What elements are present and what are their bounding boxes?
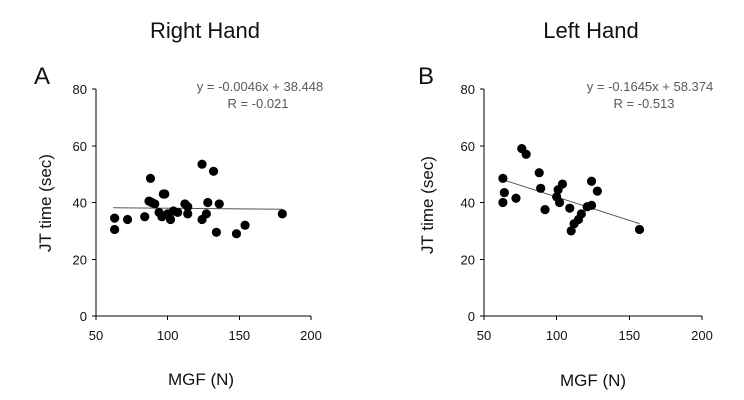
scatter-point bbox=[197, 159, 207, 169]
scatter-point bbox=[208, 166, 219, 176]
scatter-point bbox=[592, 186, 602, 196]
scatter-point bbox=[231, 229, 242, 239]
scatter-point bbox=[499, 187, 509, 198]
panel-b-x-label: MGF (N) bbox=[560, 371, 626, 390]
x-tick-label: 200 bbox=[691, 328, 713, 343]
x-tick-label: 150 bbox=[228, 328, 250, 343]
scatter-point bbox=[576, 209, 586, 219]
x-tick-label: 50 bbox=[477, 328, 491, 343]
panel-a-x-label: MGF (N) bbox=[168, 370, 234, 389]
panel-a-ticks: 0 20 40 60 80 50 100 150 200 bbox=[73, 82, 322, 343]
scatter-point bbox=[211, 227, 221, 237]
scatter-point bbox=[540, 204, 550, 215]
panel-b-letter: B bbox=[418, 63, 434, 90]
scatter-point bbox=[565, 203, 575, 213]
x-tick-label: 200 bbox=[300, 328, 322, 343]
y-tick-label: 0 bbox=[468, 309, 475, 324]
panel-a-equation: y = -0.0046x + 38.448 bbox=[197, 79, 323, 94]
trendline bbox=[113, 207, 283, 210]
scatter-point bbox=[183, 209, 193, 219]
y-tick-label: 80 bbox=[461, 82, 475, 97]
panel-a-title: Right Hand bbox=[150, 18, 260, 43]
y-tick-label: 40 bbox=[461, 196, 475, 211]
scatter-point bbox=[536, 183, 546, 193]
scatter-point bbox=[122, 214, 133, 225]
scatter-point bbox=[511, 193, 521, 203]
panel-b-trendline-group bbox=[502, 179, 640, 225]
scatter-point bbox=[165, 214, 176, 225]
scatter-point bbox=[201, 209, 211, 219]
scatter-point bbox=[145, 173, 156, 183]
panel-a-r-value: R = -0.021 bbox=[227, 96, 288, 111]
panel-b-equation: y = -0.1645x + 58.374 bbox=[587, 79, 713, 94]
panel-b-r-value: R = -0.513 bbox=[613, 96, 674, 111]
panel-a-points bbox=[110, 159, 287, 239]
panel-a-y-label: JT time (sec) bbox=[36, 154, 55, 252]
trendline bbox=[502, 179, 640, 225]
panel-b-title: Left Hand bbox=[543, 18, 638, 43]
scatter-point bbox=[173, 207, 183, 218]
scatter-point bbox=[110, 213, 120, 223]
panel-b-y-label: JT time (sec) bbox=[418, 156, 437, 254]
scatter-point bbox=[498, 173, 508, 183]
scatter-point bbox=[498, 197, 508, 208]
scatter-point bbox=[110, 224, 120, 235]
y-tick-label: 0 bbox=[80, 309, 87, 324]
scatter-point bbox=[240, 220, 250, 230]
y-tick-label: 60 bbox=[461, 139, 475, 154]
scatter-point bbox=[160, 189, 170, 199]
panel-b-points bbox=[498, 143, 645, 236]
scatter-point bbox=[534, 168, 544, 178]
panel-a-letter: A bbox=[34, 63, 50, 90]
x-tick-label: 50 bbox=[89, 328, 103, 343]
scatter-point bbox=[521, 149, 531, 159]
y-tick-label: 20 bbox=[73, 252, 87, 267]
scatter-point bbox=[183, 202, 193, 212]
y-tick-label: 60 bbox=[73, 139, 87, 154]
scatter-point bbox=[586, 176, 597, 186]
panel-a-trendline-group bbox=[113, 207, 283, 210]
scatter-point bbox=[566, 226, 576, 236]
scatter-point bbox=[554, 197, 565, 208]
scatter-point bbox=[140, 212, 150, 222]
y-tick-label: 80 bbox=[73, 82, 87, 97]
y-tick-label: 40 bbox=[73, 196, 87, 211]
scatter-point bbox=[634, 224, 645, 235]
y-tick-label: 20 bbox=[461, 252, 475, 267]
x-tick-label: 150 bbox=[618, 328, 640, 343]
panel-b-ticks: 0 20 40 60 80 50 100 150 200 bbox=[461, 82, 713, 343]
scatter-point bbox=[203, 197, 213, 208]
scatter-point bbox=[586, 200, 597, 210]
scatter-point bbox=[277, 209, 287, 219]
panel-b: Left Hand B 0 20 40 60 80 50 100 150 200 y = -0.… bbox=[418, 18, 713, 390]
scatter-point bbox=[150, 199, 160, 209]
x-tick-label: 100 bbox=[546, 328, 568, 343]
scatter-point bbox=[214, 199, 224, 209]
panel-a: Right Hand A 0 20 40 60 80 50 100 150 200 y = -0… bbox=[34, 18, 323, 389]
x-tick-label: 100 bbox=[157, 328, 179, 343]
scatter-point bbox=[557, 179, 568, 189]
